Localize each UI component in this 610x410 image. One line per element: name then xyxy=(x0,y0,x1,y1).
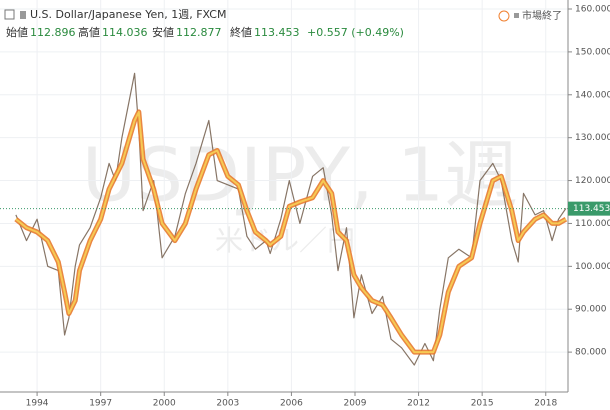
x-tick-label: 2003 xyxy=(216,399,239,409)
x-tick-label: 2000 xyxy=(153,399,176,409)
symbol-title[interactable]: U.S. Dollar/Japanese Yen, 1週, FXCM xyxy=(30,8,226,21)
y-tick-label: 130.000 xyxy=(575,133,610,143)
open-label: 始値 xyxy=(6,25,28,39)
low-label: 安値 xyxy=(152,25,174,39)
y-tick-label: 140.000 xyxy=(575,90,610,100)
market-status: 市場終了 xyxy=(522,9,562,22)
series-line xyxy=(15,110,567,354)
y-tick-label: 120.000 xyxy=(575,176,610,186)
change-value: +0.557 (+0.49%) xyxy=(307,26,404,39)
expand-icon[interactable] xyxy=(4,9,15,20)
x-tick-label: 2012 xyxy=(407,399,430,409)
y-tick-label: 160.000 xyxy=(575,5,610,15)
y-tick-label: 90.000 xyxy=(575,305,607,315)
high-value: 114.036 xyxy=(102,26,148,39)
x-tick-label: 1994 xyxy=(26,399,49,409)
close-label: 終値 xyxy=(230,25,252,39)
x-tick-label: 2009 xyxy=(344,399,367,409)
x-tick-label: 2018 xyxy=(534,399,557,409)
x-tick-label: 1997 xyxy=(89,399,112,409)
status-dot xyxy=(514,13,519,18)
series-line xyxy=(15,72,567,366)
y-tick-label: 100.000 xyxy=(575,262,610,272)
y-tick-label: 150.000 xyxy=(575,47,610,57)
x-tick-label: 2006 xyxy=(280,399,303,409)
open-value: 112.896 xyxy=(30,26,76,39)
x-tick-label: 2015 xyxy=(471,399,494,409)
symbol-icon xyxy=(20,11,26,19)
low-value: 112.877 xyxy=(176,26,222,39)
status-icon[interactable] xyxy=(498,10,510,22)
high-label: 高値 xyxy=(78,25,100,39)
y-tick-label: 80.000 xyxy=(575,348,607,358)
close-value: 113.453 xyxy=(254,26,300,39)
last-price-label: 113.453 xyxy=(573,204,610,214)
y-tick-label: 110.000 xyxy=(575,219,610,229)
last-price-tag xyxy=(568,201,610,216)
